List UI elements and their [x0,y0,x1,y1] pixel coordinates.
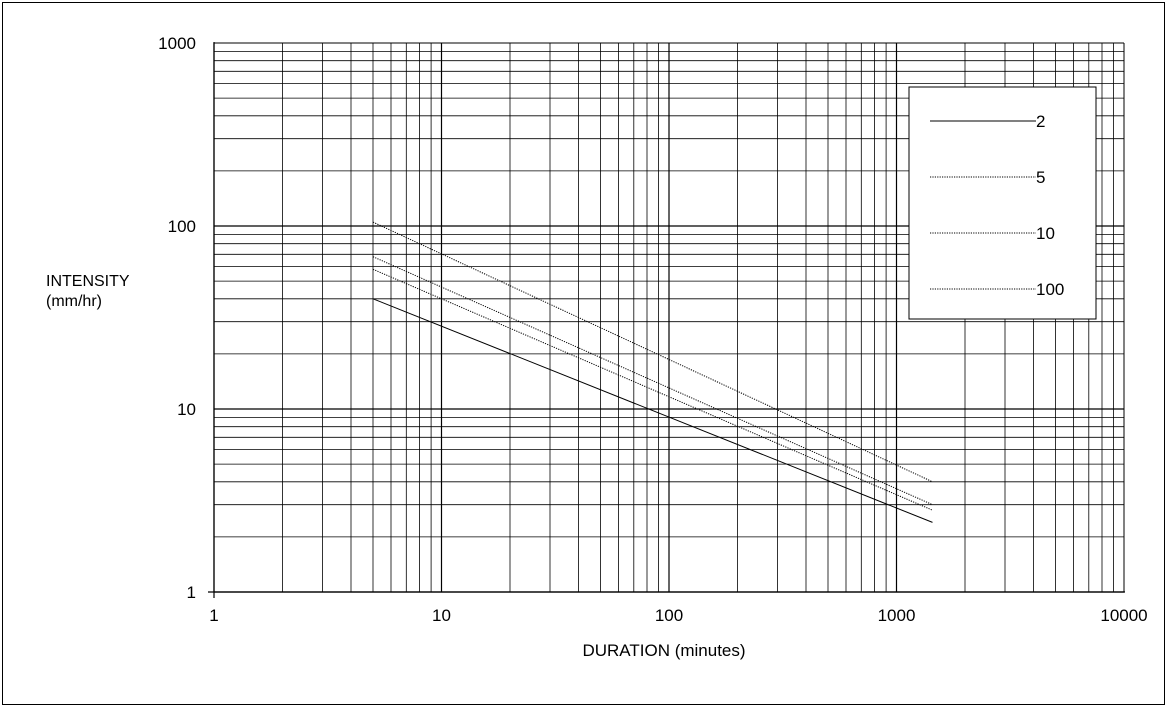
series-line-2 [372,298,933,523]
x-tick-label: 10000 [1100,606,1147,625]
legend-label-5: 5 [1036,168,1045,187]
series-line-5 [372,268,933,511]
series-lines [372,221,933,523]
y-tick-label: 100 [168,217,196,236]
y-axis-label-line-1: INTENSITY [46,273,130,290]
x-tick-label: 1 [209,606,218,625]
legend-label-10: 10 [1036,224,1055,243]
y-tick-label: 1 [187,583,196,602]
y-tick-label: 10 [177,400,196,419]
series-line-100 [372,221,933,483]
tick-labels: 1 10 100 1000 10000 1 10 100 1000 [158,34,1147,625]
x-tick-label: 100 [655,606,683,625]
legend: 2 5 10 100 [908,86,1097,320]
x-tick-label: 1000 [878,606,916,625]
x-axis-label: DURATION (minutes) [582,641,745,660]
legend-box [908,86,1097,320]
y-axis-label-line-2: (mm/hr) [46,293,102,310]
legend-label-100: 100 [1036,280,1064,299]
x-tick-label: 10 [432,606,451,625]
legend-label-2: 2 [1036,112,1045,131]
axes [208,42,1125,598]
y-tick-label: 1000 [158,34,196,53]
series-line-10 [372,256,933,506]
